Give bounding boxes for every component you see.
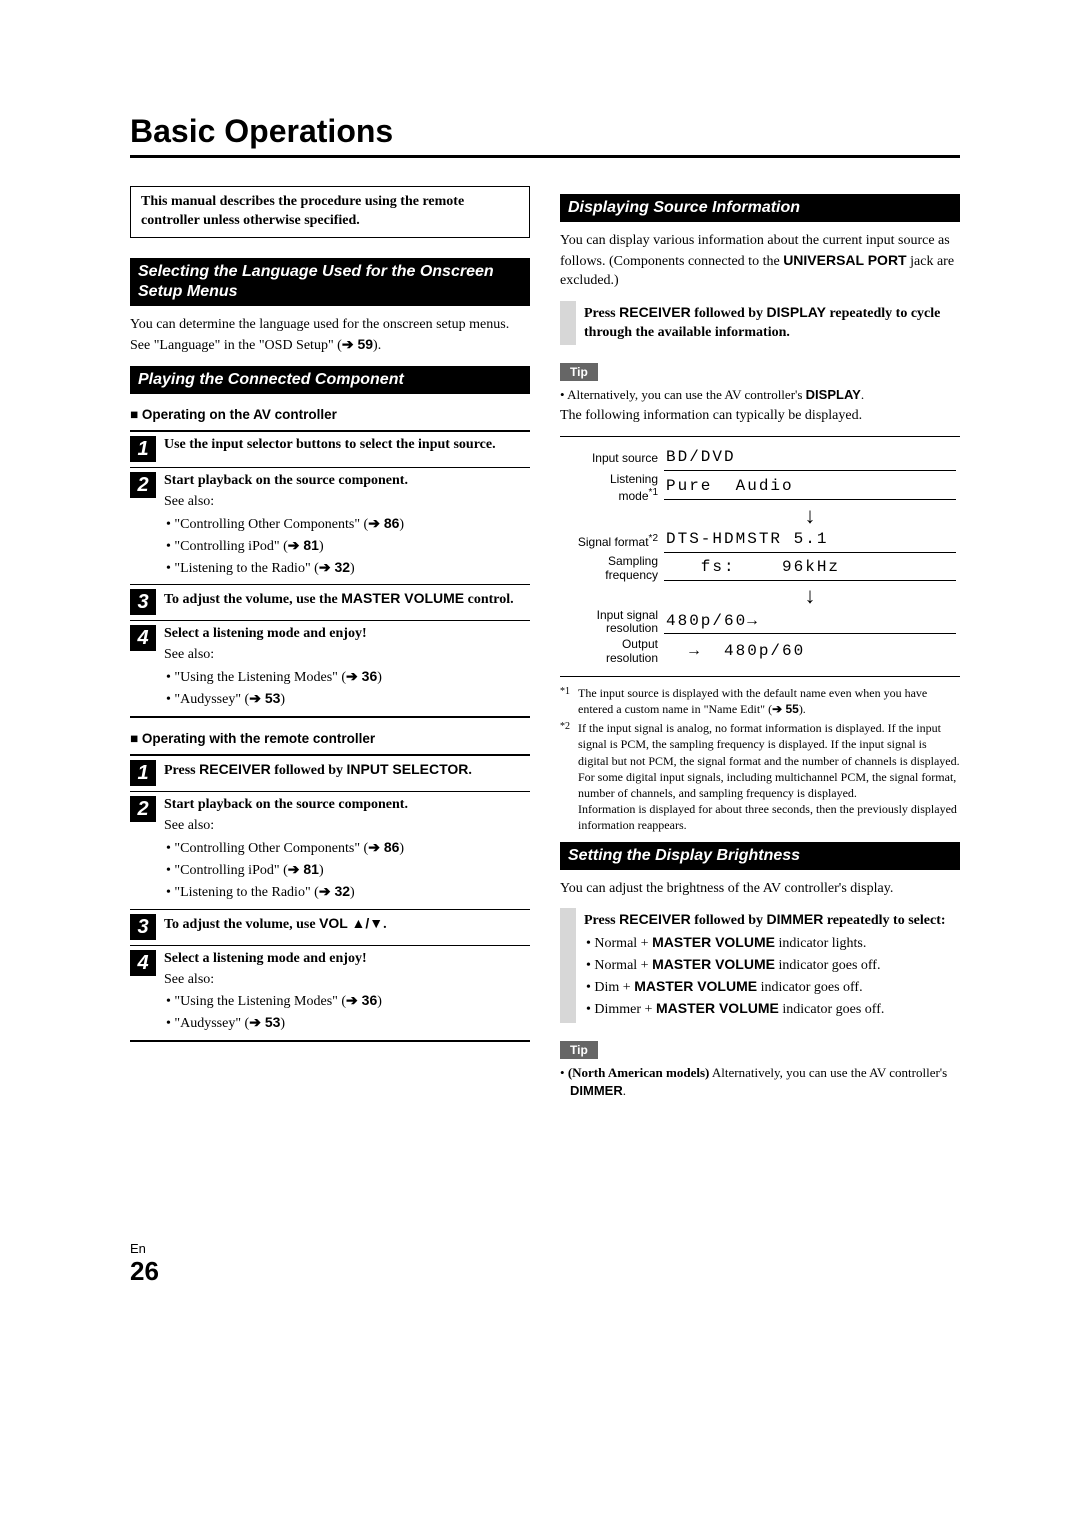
steps-list: 1 Press RECEIVER followed by INPUT SELEC… — [130, 754, 530, 1042]
section-heading-brightness: Setting the Display Brightness — [560, 842, 960, 870]
section-heading-playing: Playing the Connected Component — [130, 366, 530, 394]
lcd-value: fs: 96kHz — [664, 557, 956, 581]
step-item: 3 To adjust the volume, use VOL ▲/▼. — [130, 910, 530, 946]
section-heading-source-info: Displaying Source Information — [560, 194, 960, 222]
step-number: 4 — [130, 950, 156, 976]
lcd-value: DTS-HDMSTR 5.1 — [664, 529, 956, 553]
step-number: 1 — [130, 436, 156, 462]
down-arrow-icon: ↓ — [664, 585, 956, 607]
instruction-block: Press RECEIVER followed by DISPLAY repea… — [560, 301, 960, 345]
footer-lang: En — [130, 1240, 960, 1258]
right-column: Displaying Source Information You can di… — [560, 186, 960, 1100]
grey-bar-icon — [560, 908, 576, 1022]
step-number: 4 — [130, 625, 156, 651]
step-item: 2 Start playback on the source component… — [130, 468, 530, 585]
subheading-av-controller: Operating on the AV controller — [130, 406, 530, 424]
left-column: This manual describes the procedure usin… — [130, 186, 530, 1100]
grey-bar-icon — [560, 301, 576, 345]
subheading-remote: Operating with the remote controller — [130, 730, 530, 748]
body-text: You can determine the language used for … — [130, 316, 530, 356]
page-title: Basic Operations — [130, 110, 960, 158]
step-item: 4 Select a listening mode and enjoy! See… — [130, 946, 530, 1043]
page-footer: En 26 — [130, 1240, 960, 1284]
tip-list: Alternatively, you can use the AV contro… — [560, 386, 960, 404]
tip-label: Tip — [560, 363, 598, 381]
step-number: 3 — [130, 589, 156, 615]
step-number: 2 — [130, 796, 156, 822]
tip-list: (North American models) Alternatively, y… — [560, 1064, 960, 1099]
step-item: 1 Use the input selector buttons to sele… — [130, 432, 530, 468]
intro-box: This manual describes the procedure usin… — [130, 186, 530, 238]
section-heading-language: Selecting the Language Used for the Onsc… — [130, 258, 530, 306]
tip-label: Tip — [560, 1041, 598, 1059]
step-number: 3 — [130, 914, 156, 940]
step-item: 2 Start playback on the source component… — [130, 792, 530, 909]
footer-page-number: 26 — [130, 1258, 960, 1284]
body-text: The following information can typically … — [560, 407, 960, 426]
lcd-value: BD/DVD — [664, 447, 956, 471]
footnote: *2 If the input signal is analog, no for… — [560, 720, 960, 833]
lcd-value: → 480p/60 — [664, 641, 956, 664]
display-figure: Input source BD/DVD Listeningmode*1 Pure… — [560, 436, 960, 677]
step-number: 1 — [130, 760, 156, 786]
step-item: 3 To adjust the volume, use the MASTER V… — [130, 585, 530, 621]
footnote: *1 The input source is displayed with th… — [560, 685, 960, 717]
steps-list: 1 Use the input selector buttons to sele… — [130, 430, 530, 718]
instruction-block: Press RECEIVER followed by DIMMER repeat… — [560, 908, 960, 1022]
body-text: You can adjust the brightness of the AV … — [560, 880, 960, 899]
lcd-value: Pure Audio — [664, 476, 956, 500]
step-item: 4 Select a listening mode and enjoy! See… — [130, 621, 530, 718]
step-item: 1 Press RECEIVER followed by INPUT SELEC… — [130, 756, 530, 792]
lcd-value: 480p/60→ — [664, 611, 956, 635]
body-text: You can display various information abou… — [560, 232, 960, 291]
down-arrow-icon: ↓ — [664, 505, 956, 527]
step-number: 2 — [130, 472, 156, 498]
